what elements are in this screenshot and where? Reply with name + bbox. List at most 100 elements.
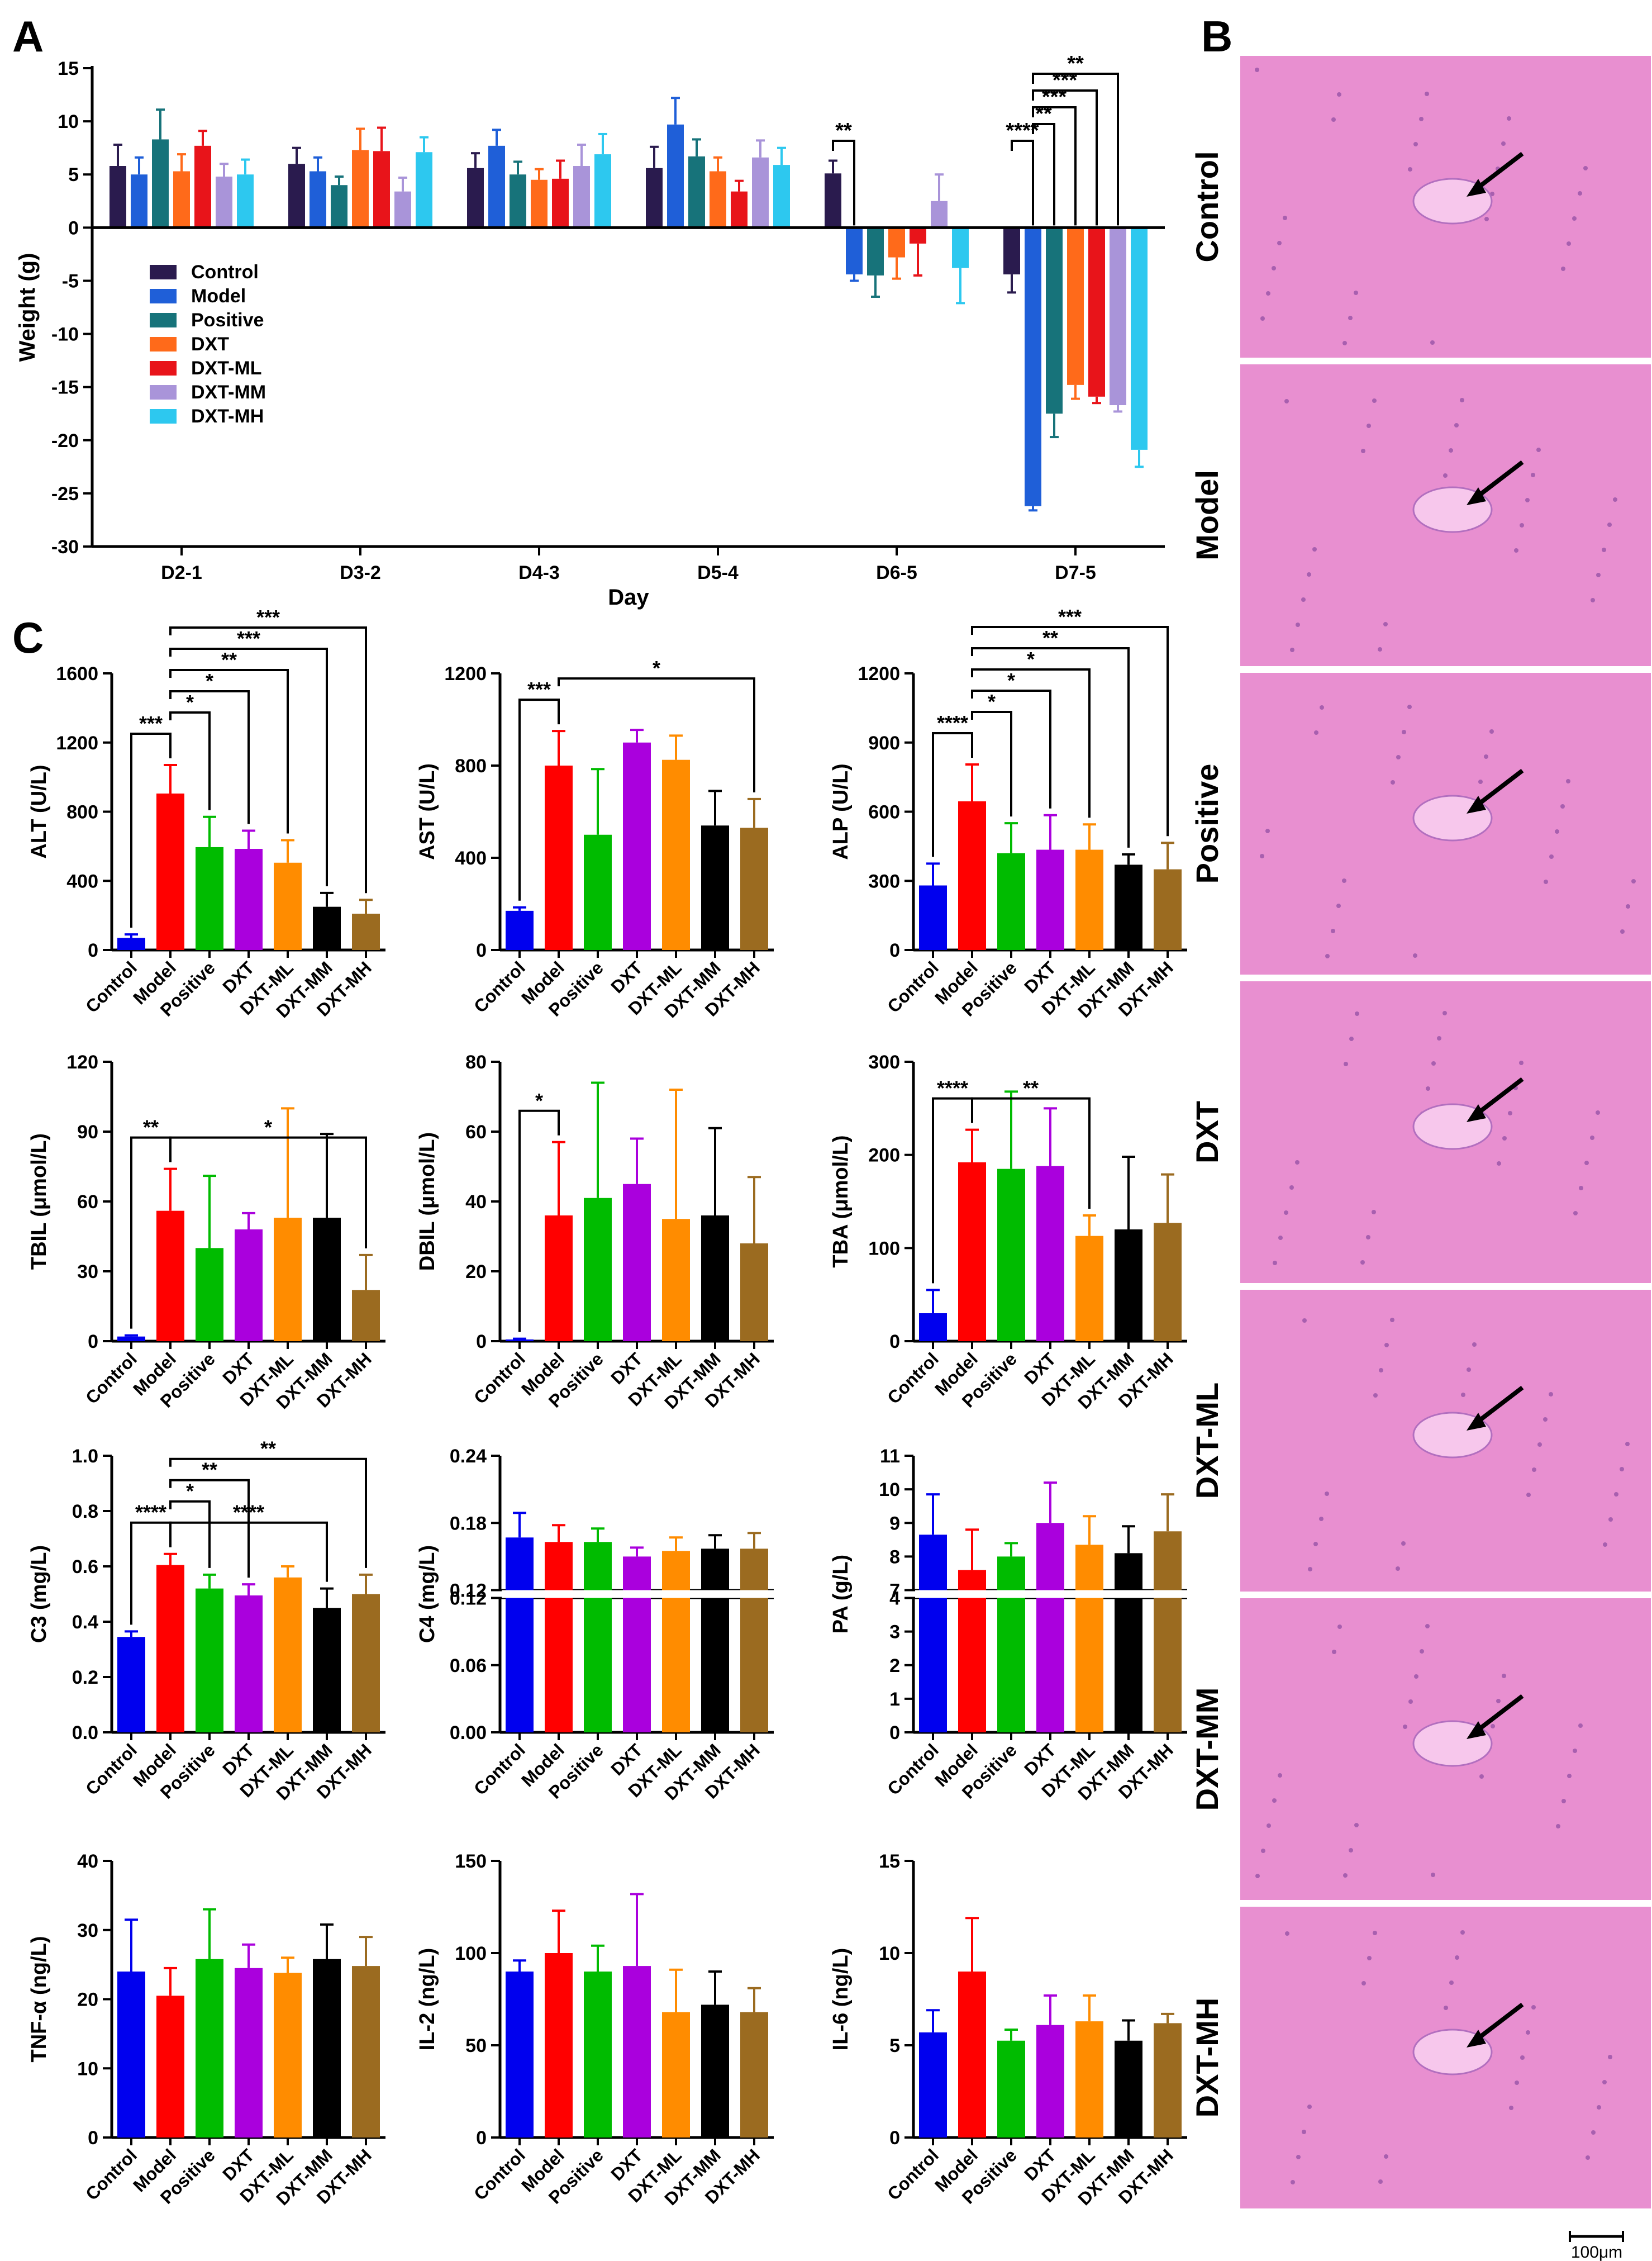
histology-nucleus — [1390, 1318, 1394, 1322]
tnf-y-axis-label: TNF-α (ng/L) — [27, 1936, 51, 2063]
alp-y-tick-label: 900 — [868, 733, 900, 754]
alt-significance-bracket — [169, 690, 250, 824]
weight-bar-dxt-d3-2 — [352, 150, 369, 228]
c4-bar-model — [545, 1542, 573, 1732]
histology-label-dxt: DXT — [1189, 1101, 1225, 1163]
weight-significance-bracket — [1032, 106, 1077, 226]
alp-significance-bracket — [971, 710, 1012, 817]
histology-arrow — [1473, 460, 1524, 501]
pa-bar-dxt-mh — [1154, 1531, 1182, 1732]
histology-nucleus — [1337, 92, 1341, 97]
histology-nucleus — [1337, 1624, 1342, 1629]
weight-bar-dxt-mh-d5-4 — [773, 165, 790, 228]
histology-nucleus — [1272, 266, 1276, 270]
histology-label-dxt-mh: DXT-MH — [1189, 1998, 1225, 2118]
weight-significance-bracket — [1032, 89, 1098, 226]
histology-nucleus — [1561, 267, 1565, 271]
tba-y-axis-label: TBA (μmol/L) — [829, 1135, 853, 1267]
histology-label-model: Model — [1189, 470, 1225, 560]
il2-y-tick-label: 150 — [455, 1851, 487, 1872]
histology-nucleus — [1265, 829, 1270, 833]
weight-bar-dxt-mm-d2-1 — [216, 177, 232, 228]
tba-significance-bracket — [932, 1097, 973, 1284]
histology-nucleus — [1502, 1674, 1506, 1678]
il2-y-axis-label: IL-2 (ng/L) — [416, 1948, 439, 2051]
pa-y-tick-label: 10 — [879, 1479, 900, 1500]
dbil-bar-dxt-ml — [662, 1219, 690, 1341]
histology-nucleus — [1307, 2105, 1312, 2109]
c4-bar-dxt-mm — [701, 1548, 729, 1732]
histology-nucleus — [1544, 880, 1548, 884]
histology-nucleus — [1556, 1824, 1560, 1828]
c3-significance-bracket — [169, 1457, 367, 1568]
histology-nucleus — [1391, 780, 1395, 785]
weight-legend-swatch — [150, 289, 177, 303]
il6-bar-dxt-mm — [1115, 2040, 1142, 2138]
histology-nucleus — [1284, 1210, 1288, 1215]
histology-nucleus — [1373, 1393, 1378, 1398]
c3-y-tick-label: 0.0 — [72, 1722, 98, 1744]
histology-nucleus — [1267, 1823, 1271, 1828]
alt-bar-dxt-mm — [313, 906, 341, 950]
tbil-bar-model — [156, 1210, 184, 1341]
tba-bar-control — [919, 1313, 947, 1341]
weight-bar-dxt-mh-d6-5 — [952, 227, 969, 268]
histology-arrow — [1473, 151, 1524, 192]
tba-bar-dxt — [1036, 1166, 1064, 1341]
histology-nucleus — [1520, 523, 1524, 528]
c4-bar-dxt-ml — [662, 1551, 690, 1732]
histology-arrow — [1473, 1385, 1524, 1426]
alp-y-tick-label: 600 — [868, 802, 900, 823]
histology-nucleus — [1455, 1955, 1459, 1960]
weight-y-axis-label: Weight (g) — [15, 253, 40, 362]
histology-nucleus — [1590, 1136, 1594, 1140]
histology-nucleus — [1372, 1210, 1376, 1214]
weight-legend-swatch — [150, 385, 177, 400]
weight-bar-control-d3-2 — [288, 164, 305, 228]
tbil-bar-control — [117, 1336, 145, 1341]
alp-bar-dxt — [1036, 849, 1064, 950]
weight-y-tick-label: 5 — [68, 164, 79, 186]
weight-bar-dxt-d6-5 — [888, 227, 905, 258]
histology-nucleus — [1426, 1086, 1430, 1091]
histology-nucleus — [1349, 1037, 1354, 1041]
histology-nucleus — [1507, 116, 1511, 121]
histology-nucleus — [1283, 216, 1287, 220]
histology-nucleus — [1360, 1260, 1365, 1265]
tba-significance-label: ** — [1023, 1077, 1039, 1100]
histology-nucleus — [1620, 1467, 1624, 1471]
weight-bar-dxt-mm-d5-4 — [752, 157, 769, 228]
alt-bar-dxt-ml — [274, 862, 302, 950]
histology-nucleus — [1573, 1749, 1577, 1753]
histology-nucleus — [1478, 780, 1483, 784]
tbil-y-tick-label: 0 — [88, 1331, 98, 1352]
histology-nucleus — [1413, 953, 1417, 958]
c4-y-tick-label: 0.00 — [450, 1722, 487, 1744]
c3-bar-dxt-mm — [313, 1608, 341, 1732]
histology-arrowhead — [1467, 179, 1486, 197]
tnf-bar-dxt-mm — [313, 1959, 341, 2138]
histology-nucleus — [1367, 424, 1371, 428]
histology-nucleus — [1607, 522, 1612, 527]
c3-y-tick-label: 0.2 — [72, 1667, 98, 1688]
il2-bar-dxt — [623, 1966, 651, 2138]
weight-bar-dxt-ml-d3-2 — [373, 151, 390, 228]
histology-nucleus — [1525, 498, 1530, 502]
c4-y-tick-label: 0.24 — [450, 1446, 487, 1467]
tba-bar-dxt-mm — [1115, 1229, 1142, 1341]
histology-arrowhead — [1467, 487, 1486, 505]
histology-nucleus — [1343, 1873, 1348, 1878]
histology-nucleus — [1348, 316, 1353, 320]
histology-nucleus — [1608, 2055, 1612, 2059]
il2-y-tick-label: 0 — [476, 2127, 487, 2149]
histology-nucleus — [1308, 1567, 1312, 1571]
il2-bar-control — [506, 1972, 534, 2138]
alt-significance-bracket — [169, 626, 367, 894]
weight-bar-positive-d6-5 — [867, 227, 884, 276]
weight-bar-dxt-mm-d4-3 — [573, 166, 590, 228]
il6-y-tick-label: 15 — [879, 1851, 900, 1872]
c4-y-tick-label: 0.12 — [450, 1580, 487, 1602]
weight-bar-control-d2-1 — [110, 166, 126, 228]
